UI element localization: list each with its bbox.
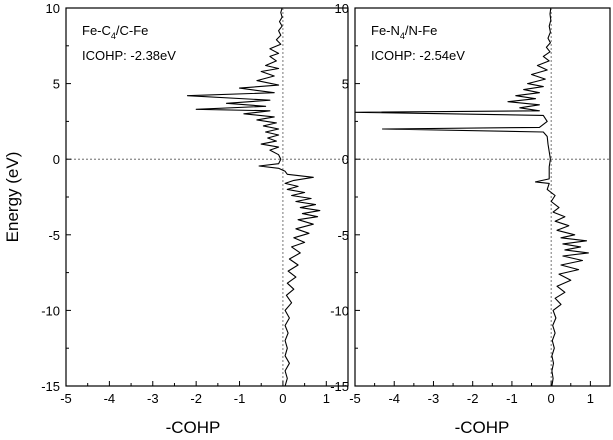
left-y-tick-label: 5 <box>53 77 60 92</box>
right-x-tick-label: 0 <box>548 391 555 406</box>
right-panel-annotation-main: Fe-N <box>371 23 400 38</box>
left-panel-annotation-main: Fe-C <box>82 23 111 38</box>
left-y-tick-label: 10 <box>46 1 60 16</box>
right-x-tick-label: -4 <box>388 391 400 406</box>
right-y-tick-label: -15 <box>330 379 349 394</box>
right-panel-frame <box>354 7 611 387</box>
right-panel-cohp-line <box>354 7 589 387</box>
right-y-tick-label: -5 <box>337 228 349 243</box>
right-y-tick-label: 10 <box>335 1 349 16</box>
left-x-tick-label: -3 <box>147 391 159 406</box>
right-x-tick-label: -2 <box>467 391 479 406</box>
right-y-tick-label: 5 <box>342 77 349 92</box>
left-x-tick-label: -2 <box>190 391 202 406</box>
left-y-tick-label: -10 <box>41 303 60 318</box>
right-panel-x-axis-title: -COHP <box>455 418 510 437</box>
left-x-tick-label: -5 <box>60 391 72 406</box>
left-x-tick-label: 0 <box>279 391 286 406</box>
right-y-tick-label: 0 <box>342 152 349 167</box>
left-panel-annotation-line1: Fe-C4/C-Fe <box>82 23 148 41</box>
left-x-tick-label: 1 <box>323 391 330 406</box>
left-panel-frame <box>65 7 349 387</box>
left-panel-x-axis-title: -COHP <box>166 418 221 437</box>
right-panel-annotation-rest: /N-Fe <box>405 23 438 38</box>
left-x-tick-label: -4 <box>104 391 116 406</box>
right-x-tick-label: -5 <box>349 391 361 406</box>
left-y-tick-label: 0 <box>53 152 60 167</box>
right-x-tick-label: 1 <box>587 391 594 406</box>
right-panel-annotation-icohp: ICOHP: -2.54eV <box>371 48 465 63</box>
left-panel-annotation-sub: 4 <box>111 31 116 41</box>
left-panel-cohp-line <box>186 7 321 387</box>
left-panel: Fe-C4/C-Fe ICOHP: -2.38eV -COHP -5 -4 -3 -2… <box>41 1 349 437</box>
right-x-tick-label: -1 <box>506 391 518 406</box>
left-x-tick-label: -1 <box>234 391 246 406</box>
right-panel-annotation-line1: Fe-N4/N-Fe <box>371 23 437 41</box>
right-panel: Fe-N4/N-Fe ICOHP: -2.54eV -COHP -5 -4 -3 -2… <box>330 1 611 437</box>
right-panel-annotation-sub: 4 <box>400 31 405 41</box>
y-axis-title: Energy (eV) <box>3 152 22 243</box>
left-y-tick-label: -15 <box>41 379 60 394</box>
left-panel-annotation-icohp: ICOHP: -2.38eV <box>82 48 176 63</box>
right-x-tick-label: -3 <box>428 391 440 406</box>
right-y-tick-label: -10 <box>330 303 349 318</box>
left-y-tick-label: -5 <box>48 228 60 243</box>
left-panel-annotation-rest: /C-Fe <box>116 23 149 38</box>
